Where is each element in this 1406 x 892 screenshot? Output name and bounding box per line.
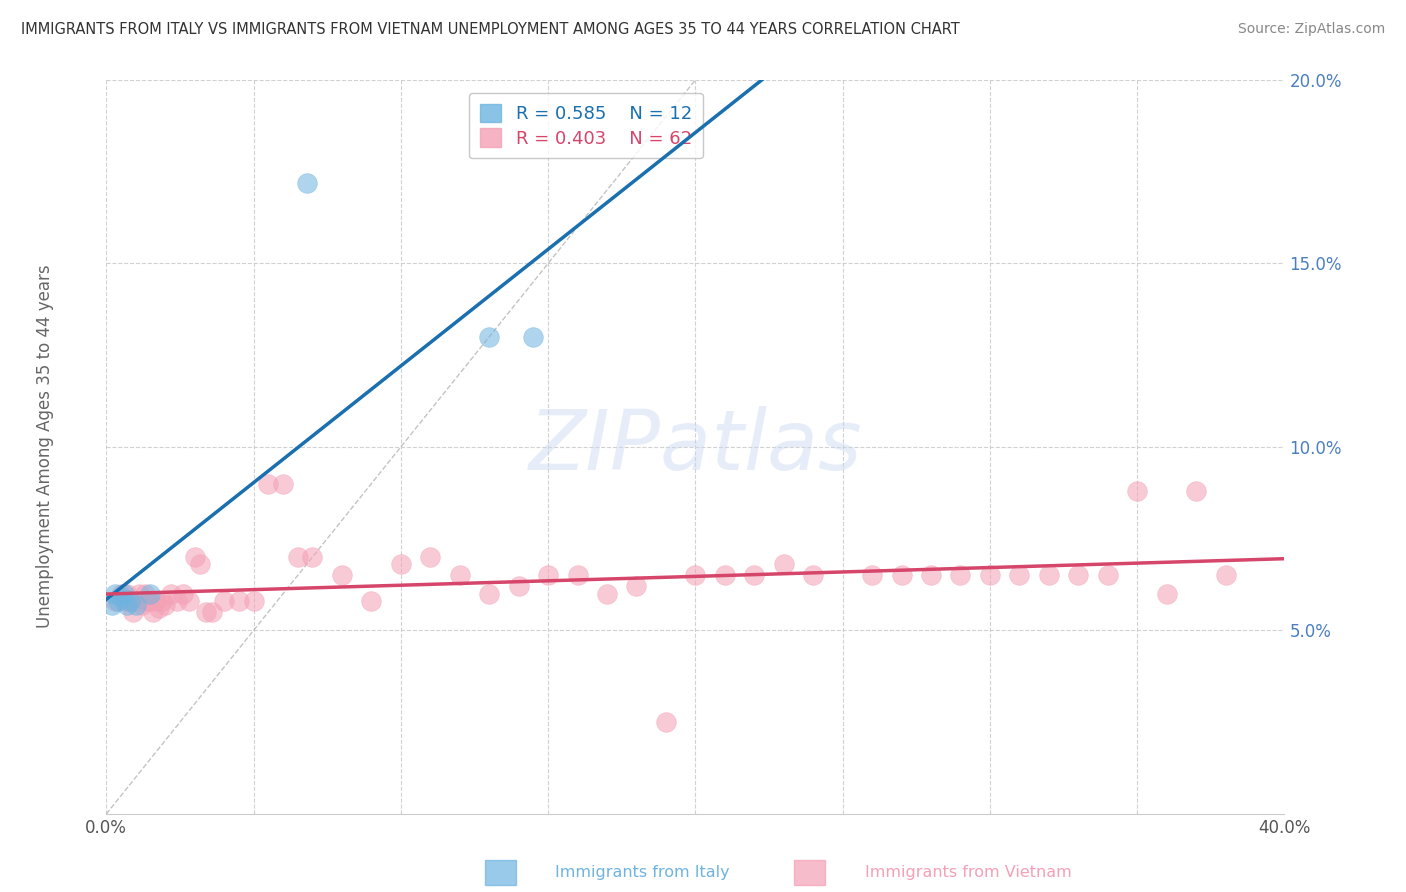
Point — [190, 558, 212, 572]
Point — [295, 176, 318, 190]
Point — [1126, 483, 1149, 498]
Point — [134, 587, 156, 601]
Point — [890, 568, 912, 582]
Point — [1185, 483, 1208, 498]
Point — [742, 568, 765, 582]
Point — [212, 594, 235, 608]
Point — [713, 568, 735, 582]
Point — [160, 587, 183, 601]
Point — [112, 587, 135, 601]
Point — [104, 594, 127, 608]
Point — [478, 587, 501, 601]
Point — [301, 550, 323, 565]
Text: Immigrants from Vietnam: Immigrants from Vietnam — [865, 865, 1071, 880]
Point — [110, 591, 132, 605]
Point — [172, 587, 194, 601]
Point — [166, 594, 188, 608]
Point — [148, 601, 170, 615]
Point — [920, 568, 942, 582]
Point — [979, 568, 1001, 582]
Point — [1067, 568, 1090, 582]
Point — [107, 594, 129, 608]
Point — [287, 550, 309, 565]
Point — [142, 605, 165, 619]
Point — [242, 594, 264, 608]
Point — [772, 558, 794, 572]
Point — [271, 476, 294, 491]
Point — [228, 594, 250, 608]
Point — [115, 598, 138, 612]
Point — [449, 568, 471, 582]
Point — [118, 594, 141, 608]
Point — [112, 594, 135, 608]
Point — [949, 568, 972, 582]
Point — [1097, 568, 1119, 582]
Point — [145, 594, 167, 608]
Text: Unemployment Among Ages 35 to 44 years: Unemployment Among Ages 35 to 44 years — [37, 264, 53, 628]
Point — [522, 330, 544, 344]
Point — [128, 587, 150, 601]
Point — [136, 594, 159, 608]
Point — [131, 598, 153, 612]
Legend: R = 0.585    N = 12, R = 0.403    N = 62: R = 0.585 N = 12, R = 0.403 N = 62 — [468, 93, 703, 159]
Point — [860, 568, 883, 582]
Point — [101, 598, 124, 612]
Point — [596, 587, 619, 601]
Point — [389, 558, 412, 572]
Point — [257, 476, 280, 491]
Point — [118, 594, 141, 608]
Point — [183, 550, 205, 565]
Point — [1156, 587, 1178, 601]
Point — [537, 568, 560, 582]
Point — [125, 598, 148, 612]
Text: Immigrants from Italy: Immigrants from Italy — [555, 865, 730, 880]
Point — [153, 598, 176, 612]
Text: ZIPatlas: ZIPatlas — [529, 407, 862, 488]
Point — [360, 594, 382, 608]
Point — [330, 568, 353, 582]
Point — [419, 550, 441, 565]
Point — [567, 568, 589, 582]
Point — [139, 594, 162, 608]
Point — [1215, 568, 1237, 582]
Point — [121, 605, 143, 619]
Point — [125, 594, 148, 608]
Point — [626, 579, 648, 593]
Point — [115, 587, 138, 601]
Point — [1008, 568, 1031, 582]
Point — [508, 579, 530, 593]
Point — [139, 587, 162, 601]
Point — [478, 330, 501, 344]
Point — [1038, 568, 1060, 582]
Text: IMMIGRANTS FROM ITALY VS IMMIGRANTS FROM VIETNAM UNEMPLOYMENT AMONG AGES 35 TO 4: IMMIGRANTS FROM ITALY VS IMMIGRANTS FROM… — [21, 22, 960, 37]
Text: Source: ZipAtlas.com: Source: ZipAtlas.com — [1237, 22, 1385, 37]
Point — [801, 568, 824, 582]
Point — [195, 605, 218, 619]
Point — [150, 594, 173, 608]
Point — [110, 587, 132, 601]
Point — [201, 605, 224, 619]
Point — [177, 594, 200, 608]
Point — [685, 568, 707, 582]
Point — [655, 715, 678, 730]
Point — [104, 587, 127, 601]
